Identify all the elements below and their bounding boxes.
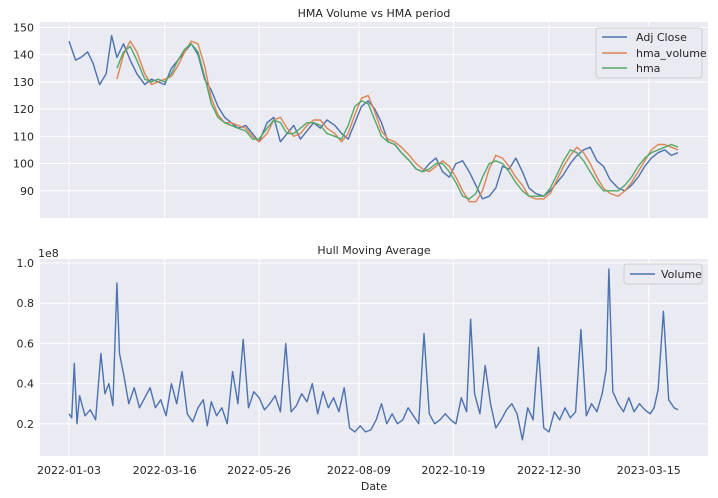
bottom-y-tick-label: 0.6	[17, 337, 35, 350]
top-y-tick-label: 120	[13, 103, 34, 116]
legend-label-volume: Volume	[661, 268, 702, 281]
series-line-volume	[68, 268, 679, 441]
x-tick-label: 2023-03-15	[617, 464, 681, 477]
top-legend-box	[595, 27, 703, 79]
top-chart: 90 100 110 120 130 140 150 HMA Volume vs HMA p…	[13, 7, 708, 218]
legend-label-hma: hma	[636, 62, 660, 75]
bottom-legend: Volume	[623, 263, 703, 285]
top-y-ticks: 90 100 110 120 130 140 150	[13, 21, 34, 197]
x-tick-label: 2022-08-09	[327, 464, 391, 477]
x-tick-label: 2022-01-03	[37, 464, 101, 477]
x-tick-label: 2022-10-19	[421, 464, 485, 477]
bottom-y-ticks: 0.2 0.4 0.6 0.8 1.0	[17, 257, 35, 431]
bottom-y-tick-label: 0.4	[17, 378, 35, 391]
bottom-legend-box	[623, 263, 703, 285]
top-legend: Adj Close hma_volume hma	[595, 27, 707, 79]
top-y-tick-label: 130	[13, 76, 34, 89]
series-line-hma	[116, 43, 679, 200]
legend-label-adj-close: Adj Close	[636, 31, 687, 44]
x-tick-label: 2022-12-30	[517, 464, 581, 477]
series-line-hma-volume	[116, 40, 679, 203]
bottom-x-ticks: 2022-01-03 2022-03-16 2022-05-26 2022-08-09…	[37, 464, 681, 477]
x-tick-label: 2022-05-26	[227, 464, 291, 477]
bottom-series-lines	[68, 268, 679, 441]
bottom-chart-title: Hull Moving Average	[317, 244, 430, 257]
legend-label-hma-volume: hma_volume	[636, 47, 707, 60]
top-y-tick-label: 150	[13, 21, 34, 34]
top-y-tick-label: 140	[13, 49, 34, 62]
x-axis-label: Date	[361, 480, 388, 493]
bottom-y-tick-label: 1.0	[17, 257, 35, 270]
top-y-tick-label: 90	[20, 185, 34, 198]
top-chart-title: HMA Volume vs HMA period	[298, 7, 451, 20]
y-scale-label: 1e8	[38, 247, 59, 260]
top-y-tick-label: 100	[13, 158, 34, 171]
bottom-y-tick-label: 0.2	[17, 418, 35, 431]
bottom-y-tick-label: 0.8	[17, 297, 35, 310]
top-series-lines	[68, 34, 679, 203]
top-y-tick-label: 110	[13, 130, 34, 143]
x-tick-label: 2022-03-16	[133, 464, 197, 477]
bottom-chart: 0.20.40.60.81.0 2022-01-03 2022-03-16 2022…	[17, 244, 708, 493]
